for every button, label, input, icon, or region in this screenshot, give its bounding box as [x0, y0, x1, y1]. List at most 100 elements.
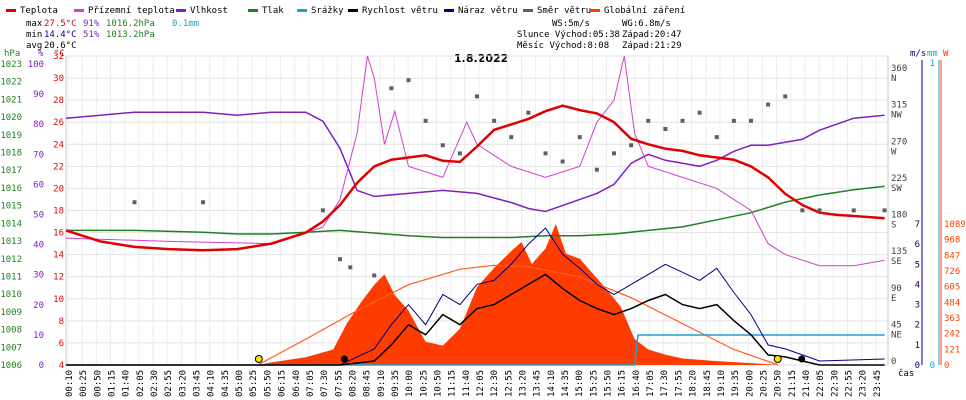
humidity-line: [65, 111, 885, 213]
time-tick: 14:10: [547, 370, 557, 397]
time-tick: 10:50: [433, 370, 443, 397]
temp-tick: 18: [53, 207, 64, 217]
hpa-tick: 1016: [0, 184, 22, 194]
temp-tick: 14: [53, 251, 64, 261]
hpa-tick: 1022: [0, 78, 22, 88]
pct-tick: 100: [28, 60, 44, 70]
time-tick: 22:55: [844, 370, 854, 397]
temp-tick: 32: [53, 52, 64, 62]
pct-tick: 50: [33, 211, 44, 221]
time-tick: 07:05: [306, 370, 316, 397]
time-tick: 14:35: [561, 370, 571, 397]
dir-tick: 360: [891, 64, 907, 74]
temp-tick: 24: [53, 140, 64, 150]
hpa-tick: 1021: [0, 95, 22, 105]
wind-dir-point: [475, 94, 479, 99]
moonrise-text: Měsíc Východ:8:08: [517, 41, 609, 51]
axes: hPa% °C1023102210211020101910181017101610…: [0, 49, 965, 397]
legend-item: Teplota: [20, 6, 58, 16]
pressure-line: [66, 185, 885, 239]
temp-unit: °C: [54, 49, 65, 59]
w-tick: 121: [944, 345, 960, 355]
min-press: 1013.2hPa: [106, 30, 155, 40]
temp-tick: 4: [59, 361, 64, 371]
ms-tick: 7: [915, 220, 920, 230]
w-tick: 363: [944, 314, 960, 324]
wind-dir-point: [526, 110, 531, 115]
dir-letter: W: [891, 147, 897, 157]
hpa-tick: 1006: [0, 361, 22, 371]
mm-tick: 1: [930, 59, 935, 69]
hpa-tick: 1008: [0, 326, 22, 336]
max-label: max: [26, 19, 43, 29]
dir-tick: 270: [891, 137, 907, 147]
stats-block: max 27.5°C 91% 1016.2hPa 0.1mm min 14.4°…: [26, 19, 682, 51]
wind-dir-point: [560, 159, 565, 164]
temp-tick: 22: [53, 162, 64, 172]
w-tick: 968: [944, 236, 960, 246]
time-tick: 00:25: [79, 370, 89, 397]
chart-title: 1.8.2022: [454, 52, 508, 65]
time-tick: 13:45: [533, 370, 543, 397]
legend-item: Tlak: [262, 6, 284, 16]
pct-tick: 60: [33, 180, 44, 190]
wind-dir-point: [783, 94, 788, 99]
sunset-marker: [773, 355, 782, 363]
wind-dir-point: [714, 135, 719, 140]
wind-dir-point: [594, 167, 599, 172]
time-tick: 08:45: [363, 370, 373, 397]
time-tick: 07:55: [334, 370, 344, 397]
mm-unit: mm: [927, 49, 938, 59]
wind-dir-point: [132, 200, 137, 205]
time-tick: 20:25: [759, 370, 769, 397]
time-axis-label: čas: [898, 368, 914, 379]
time-tick: 21:40: [802, 370, 812, 397]
min-temp: 14.4°C: [44, 30, 77, 40]
time-tick: 01:40: [122, 370, 132, 397]
time-tick: 03:20: [178, 370, 188, 397]
dir-tick: 225: [891, 174, 907, 184]
wind-dir-point: [817, 208, 822, 213]
legend-swatch: [444, 9, 454, 12]
time-tick: 12:55: [504, 370, 514, 397]
wind-dir-point: [492, 118, 497, 123]
time-tick: 06:40: [292, 370, 302, 397]
ms-tick: 3: [915, 301, 920, 311]
radiation-theoretical-line: [257, 264, 779, 366]
pct-tick: 90: [33, 90, 44, 100]
wind-dir-point: [389, 86, 394, 91]
plot-area: [65, 55, 887, 366]
wind-dir-point: [457, 151, 462, 156]
pct-tick: 0: [39, 361, 44, 371]
pct-tick: 30: [33, 271, 44, 281]
wind-dir-point: [348, 265, 353, 270]
ms-tick: 5: [915, 260, 920, 270]
w-tick: 242: [944, 330, 960, 340]
time-tick: 06:15: [278, 370, 288, 397]
hpa-tick: 1020: [0, 113, 22, 123]
hpa-tick: 1009: [0, 308, 22, 318]
legend-swatch: [297, 9, 307, 12]
time-tick: 20:00: [745, 370, 755, 397]
dir-letter: S: [891, 221, 896, 231]
sunset-text: Západ:20:47: [622, 30, 682, 40]
avg-temp: 20.6°C: [44, 41, 77, 51]
legend-item: Globální záření: [604, 6, 685, 16]
legend-item: Směr větru: [537, 6, 591, 16]
dir-letter: N: [891, 74, 896, 84]
wind-dir-point: [731, 118, 736, 123]
legend-swatch: [348, 9, 358, 12]
w-tick: 0: [944, 361, 949, 371]
hpa-tick: 1012: [0, 255, 22, 265]
time-tick: 12:30: [490, 370, 500, 397]
moonset-marker: [798, 355, 806, 363]
time-tick: 02:05: [136, 370, 146, 397]
hpa-tick: 1023: [0, 60, 22, 70]
sunrise-marker: [254, 355, 263, 363]
time-tick: 04:10: [207, 370, 217, 397]
wind-dir-point: [663, 126, 668, 131]
hpa-tick: 1007: [0, 343, 22, 353]
time-tick: 02:30: [150, 370, 160, 397]
hpa-tick: 1013: [0, 237, 22, 247]
